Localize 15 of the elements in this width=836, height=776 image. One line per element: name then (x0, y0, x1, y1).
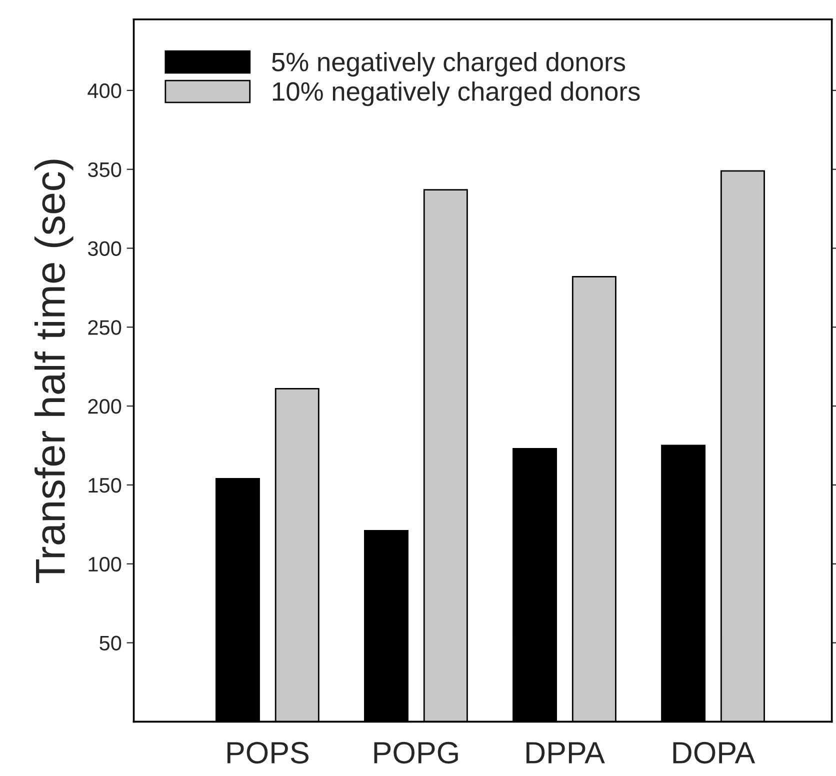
legend-label: 10% negatively charged donors (272, 81, 640, 106)
x-tick-label: POPS (227, 742, 308, 764)
x-tick-label: DOPA (673, 742, 756, 764)
y-tick-label: 250 (88, 320, 122, 335)
y-tick-label: 150 (88, 478, 122, 493)
y-tick-label: 300 (88, 241, 122, 256)
y-tick-label: 400 (88, 83, 122, 98)
y-tick-label: 50 (100, 636, 122, 651)
y-tick-label: 100 (88, 556, 122, 572)
y-tick-label: 200 (88, 399, 122, 414)
x-tick-label: POPG (374, 742, 458, 764)
legend-label: 5% negatively charged donors (272, 52, 626, 77)
y-axis-title: Transfer half time (sec) (34, 160, 74, 583)
y-tick-label: 350 (88, 162, 122, 178)
x-tick-label: DPPA (526, 742, 605, 764)
